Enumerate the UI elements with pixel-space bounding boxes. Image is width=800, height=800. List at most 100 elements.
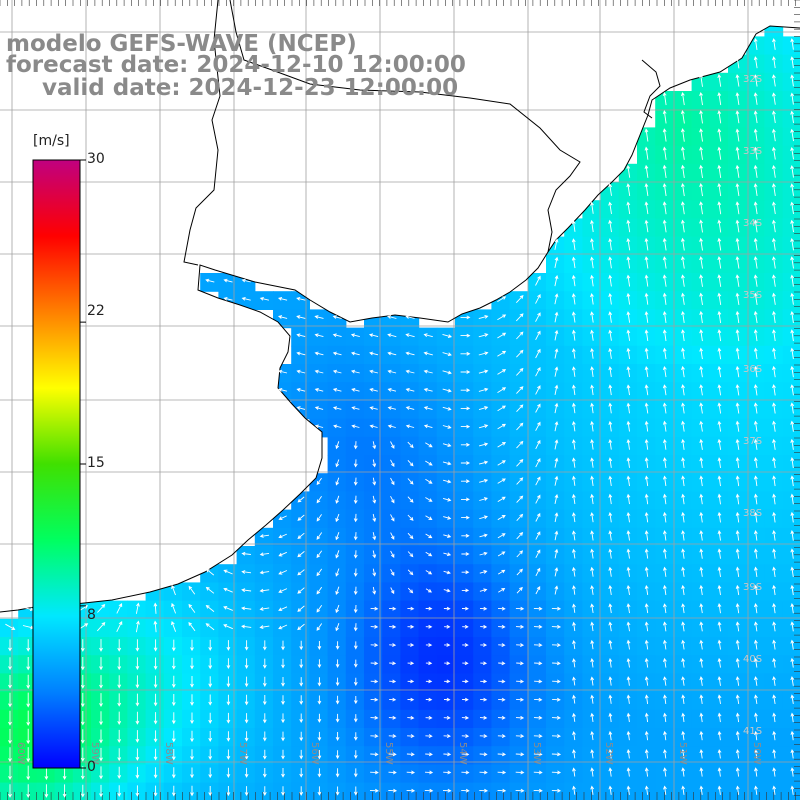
wind-speed-cell (473, 327, 492, 347)
wind-arrow (317, 786, 322, 796)
wind-speed-cell (655, 418, 674, 438)
colorbar-unit: [m/s] (33, 133, 70, 149)
wind-speed-cell (473, 473, 492, 492)
wind-speed-cell (254, 764, 274, 784)
wind-arrow (171, 785, 176, 797)
wind-speed-cell (327, 673, 347, 693)
wind-speed-cell (728, 618, 747, 638)
wind-arrow (99, 675, 103, 689)
wind-speed-cell (600, 582, 620, 602)
wind-speed-cell (418, 637, 438, 656)
wind-arrow (5, 623, 16, 630)
wind-speed-cell (673, 382, 693, 401)
wind-speed-cell (236, 673, 256, 693)
wind-arrow (80, 729, 85, 744)
wind-arrow (372, 495, 377, 504)
wind-speed-cell (364, 327, 383, 347)
wind-speed-cell (709, 291, 729, 310)
wind-speed-cell (382, 782, 401, 800)
wind-arrow (753, 347, 758, 360)
wind-arrow (572, 730, 576, 741)
wind-arrow (608, 311, 613, 323)
wind-arrow (407, 734, 415, 739)
wind-arrow (407, 551, 414, 558)
wind-speed-cell (182, 691, 201, 711)
wind-speed-cell (782, 527, 800, 547)
wind-speed-cell (709, 746, 729, 765)
wind-arrow (515, 606, 525, 611)
wind-arrow (699, 475, 704, 487)
wind-speed-cell (418, 473, 438, 492)
wind-arrow (554, 567, 559, 577)
wind-arrow (644, 274, 649, 287)
wind-arrow (753, 164, 758, 178)
wind-speed-cell (764, 145, 784, 165)
wind-arrow (516, 367, 524, 376)
wind-speed-cell (746, 218, 765, 238)
wind-arrow (699, 730, 704, 741)
wind-arrow (497, 734, 506, 739)
wind-arrow (608, 457, 613, 468)
wind-arrow (681, 457, 685, 468)
wind-arrow (135, 693, 140, 707)
wind-arrow (353, 786, 358, 796)
wind-speed-cell (764, 127, 784, 147)
wind-arrow (498, 679, 506, 684)
wind-speed-cell (364, 691, 383, 711)
wind-speed-cell (236, 546, 256, 565)
wind-arrow (405, 406, 415, 410)
wind-speed-cell (254, 746, 274, 765)
title-valid-date: valid date: 2024-12-23 12:00:00 (42, 75, 459, 101)
wind-speed-cell (582, 637, 602, 656)
wind-arrow (516, 643, 525, 648)
wind-speed-cell (273, 564, 292, 583)
wind-speed-cell (18, 746, 37, 765)
wind-speed-cell (91, 728, 110, 747)
wind-speed-cell (600, 746, 620, 765)
wind-arrow (680, 219, 685, 233)
wind-speed-cell (364, 764, 383, 784)
wind-arrow (753, 621, 758, 632)
wind-arrow (407, 478, 414, 485)
wind-speed-cell (109, 728, 128, 747)
wind-arrow (389, 679, 397, 684)
wind-speed-cell (145, 691, 165, 711)
wind-arrow (208, 676, 213, 688)
wind-speed-cell (782, 618, 800, 638)
wind-speed-cell (509, 746, 529, 765)
wind-speed-cell (327, 345, 347, 365)
wind-arrow (735, 676, 740, 686)
wind-speed-cell (327, 327, 347, 347)
wind-arrow (208, 694, 213, 706)
wind-speed-cell (600, 400, 620, 420)
wind-arrow (735, 237, 740, 251)
wind-speed-cell (673, 618, 693, 638)
wind-arrow (335, 732, 340, 741)
wind-speed-cell (782, 655, 800, 674)
wind-speed-cell (655, 728, 674, 747)
wind-arrow (644, 420, 649, 432)
wind-speed-cell (764, 637, 784, 656)
wind-arrow (608, 238, 613, 251)
wind-speed-cell (673, 291, 693, 310)
wind-speed-cell (746, 782, 765, 800)
wind-speed-cell (582, 254, 602, 274)
wind-speed-cell (327, 764, 347, 784)
wind-arrow (99, 747, 103, 762)
wind-speed-cell (473, 491, 492, 511)
wind-speed-cell (509, 564, 529, 583)
wind-arrow (278, 606, 288, 612)
wind-speed-cell (582, 218, 602, 238)
wind-arrow (462, 643, 469, 647)
wind-speed-cell (509, 691, 529, 711)
wind-arrow (790, 475, 795, 487)
wind-arrow (390, 587, 395, 595)
wind-arrow (388, 788, 398, 793)
wind-speed-cell (455, 455, 474, 474)
wind-arrow (297, 514, 305, 521)
wind-arrow (572, 785, 576, 795)
wind-speed-cell (455, 382, 474, 401)
wind-arrow (317, 768, 322, 778)
wind-arrow (99, 784, 103, 798)
wind-speed-cell (782, 746, 800, 765)
